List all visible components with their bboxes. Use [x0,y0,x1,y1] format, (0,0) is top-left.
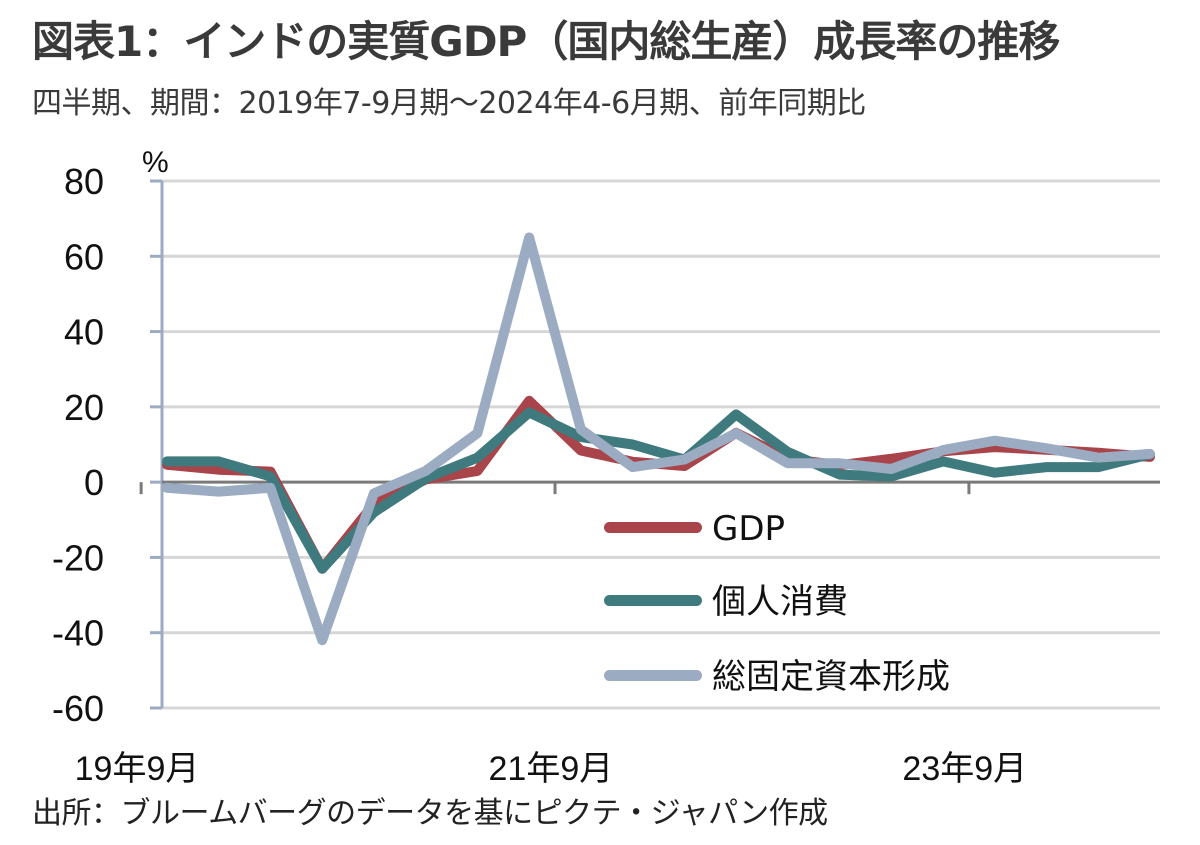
y-tick-label: 80 [64,161,104,202]
x-tick-label: 21年9月 [489,750,614,788]
series-line [162,232,1155,646]
chart-title: 図表1：インドの実質GDP（国内総生産）成長率の推移 [32,17,1060,66]
legend-swatch [604,670,702,681]
y-tick-label: 40 [64,312,104,353]
legend-label: GDP [712,509,785,549]
y-tick-labels: 80 60 40 20 0 -20 -40 -60 [52,161,104,729]
series-line [162,407,1155,574]
y-axis-unit-label: % [142,146,169,179]
source-note: 出所：ブルームバーグのデータを基にピクテ・ジャパン作成 [32,796,828,831]
x-tick-labels: 19年9月 21年9月 23年9月 [75,750,1028,788]
series-line [162,395,1155,574]
y-tick-label: -40 [52,613,104,654]
legend-label: 総固定資本形成 [712,657,950,697]
x-tick-label: 23年9月 [902,750,1027,788]
chart-subtitle: 四半期、期間：2019年7-9月期～2024年4-6月期、前年同期比 [32,86,866,121]
legend-swatch [604,595,702,606]
axes [139,179,1160,710]
x-tick-label: 19年9月 [75,750,200,788]
legend-swatch [604,522,702,533]
legend-label: 個人消費 [712,582,848,622]
y-tick-label: 60 [64,236,104,277]
y-tick-label: -60 [52,688,104,729]
y-tick-label: 0 [84,462,104,503]
y-tick-label: 20 [64,387,104,428]
series-lines [162,232,1155,646]
y-tick-label: -20 [52,537,104,578]
